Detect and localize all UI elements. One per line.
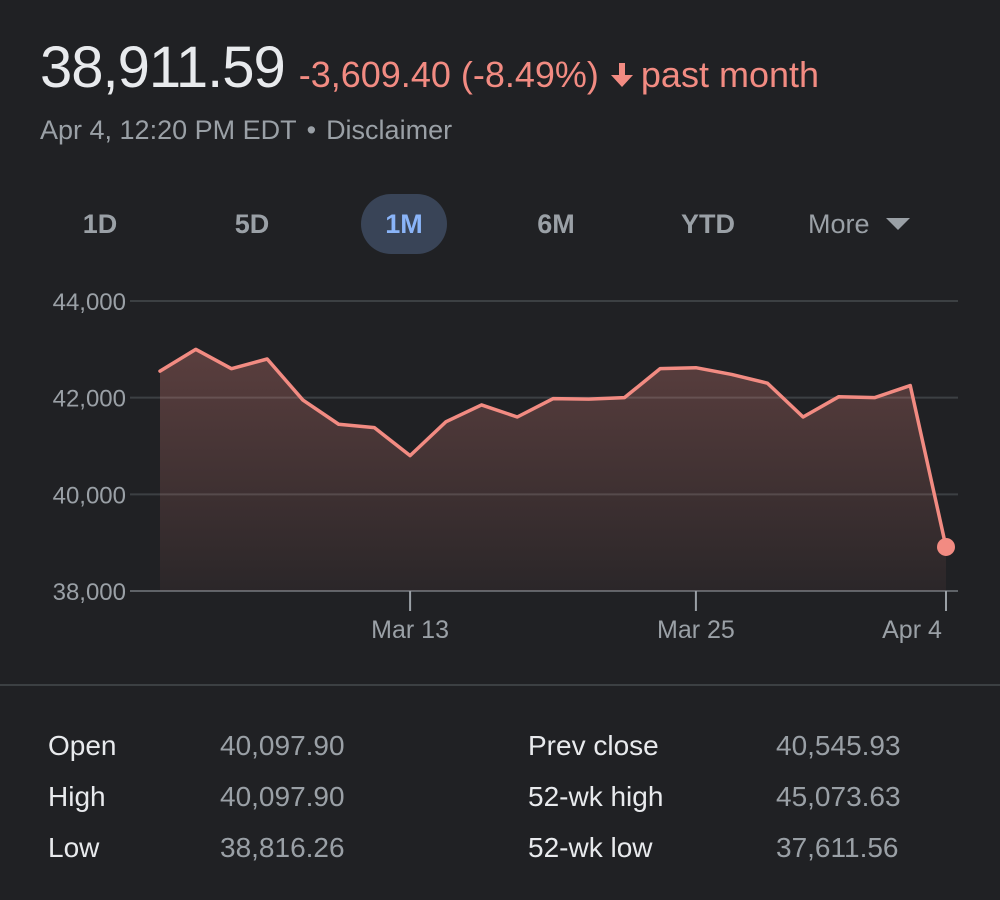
stats-row: Low 38,816.26 52-wk low 37,611.56 <box>48 832 948 872</box>
stat-value-high: 40,097.90 <box>220 781 345 812</box>
current-price: 38,911.59 <box>40 35 286 100</box>
tab-label: 1D <box>82 209 118 239</box>
quote-meta: Apr 4, 12:20 PM EDT • Disclaimer <box>40 115 980 146</box>
stat-value-low: 38,816.26 <box>220 832 345 863</box>
arrow-down-icon <box>609 61 635 89</box>
price-line: 38,911.59 -3,609.40 (-8.49%) past month <box>40 34 980 101</box>
separator: • <box>306 115 317 145</box>
divider <box>0 684 1000 686</box>
stat-value-open: 40,097.90 <box>220 730 345 761</box>
tab-ytd[interactable]: YTD <box>656 194 760 254</box>
stat-label-prev-close: Prev close <box>528 730 659 761</box>
price-change: -3,609.40 (-8.49%) <box>298 54 599 95</box>
price-chart[interactable]: 44,000 42,000 40,000 38,000 Mar 13 Mar 25 Apr … <box>0 280 1000 660</box>
stat-label-52wk-low: 52-wk low <box>528 832 653 863</box>
more-dropdown[interactable]: More <box>808 194 948 254</box>
price-area <box>160 349 946 591</box>
stat-value-52wk-low: 37,611.56 <box>776 832 899 863</box>
current-price-marker <box>937 537 955 556</box>
range-tabs: 1D 5D 1M 6M YTD More <box>48 194 958 256</box>
x-tick-label: Apr 4 <box>882 616 942 644</box>
tab-1d[interactable]: 1D <box>48 194 152 254</box>
y-tick-label: 42,000 <box>53 386 126 413</box>
tab-6m[interactable]: 6M <box>504 194 608 254</box>
stat-label-high: High <box>48 781 106 812</box>
quote-header: 38,911.59 -3,609.40 (-8.49%) past month … <box>40 34 980 146</box>
change-period: past month <box>640 54 820 95</box>
tab-label: 6M <box>537 209 575 239</box>
y-tick-label: 38,000 <box>53 579 126 606</box>
chevron-down-icon <box>885 218 910 230</box>
tab-5d[interactable]: 5D <box>200 194 304 254</box>
x-tick-label: Mar 25 <box>657 616 735 644</box>
tab-label: 5D <box>234 209 270 239</box>
tab-1m[interactable]: 1M <box>361 194 447 254</box>
stats-row: Open 40,097.90 Prev close 40,545.93 <box>48 730 948 770</box>
timestamp: Apr 4, 12:20 PM EDT <box>40 115 297 145</box>
disclaimer-link[interactable]: Disclaimer <box>326 115 453 145</box>
tab-label: More <box>808 209 870 239</box>
stat-label-open: Open <box>48 730 117 761</box>
price-line <box>158 347 948 549</box>
y-tick-label: 44,000 <box>53 289 126 316</box>
tab-label: 1M <box>385 209 423 239</box>
stat-value-prev-close: 40,545.93 <box>776 730 901 761</box>
tab-label: YTD <box>681 209 735 239</box>
stat-label-52wk-high: 52-wk high <box>528 781 664 812</box>
stat-label-low: Low <box>48 832 100 863</box>
stats-row: High 40,097.90 52-wk high 45,073.63 <box>48 781 948 821</box>
stat-value-52wk-high: 45,073.63 <box>776 781 901 812</box>
x-tick-label: Mar 13 <box>371 616 449 644</box>
y-tick-label: 40,000 <box>53 482 126 509</box>
